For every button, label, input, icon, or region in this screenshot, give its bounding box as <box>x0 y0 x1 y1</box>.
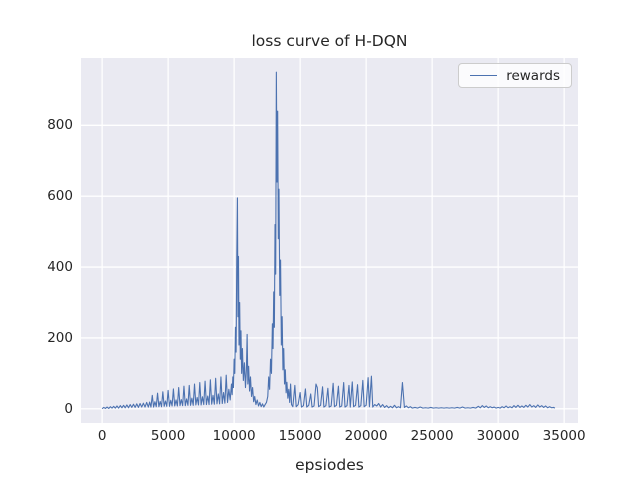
legend-label: rewards <box>506 67 560 84</box>
legend-line-sample <box>470 75 498 76</box>
legend: rewards <box>458 63 572 88</box>
x-tick-label: 5000 <box>150 428 186 444</box>
chart-title: loss curve of H-DQN <box>251 32 408 50</box>
x-tick-label: 30000 <box>476 428 520 444</box>
x-tick-label: 15000 <box>278 428 322 444</box>
y-tick-label: 800 <box>47 117 73 134</box>
plot-area: rewards <box>81 58 578 423</box>
x-tick-label: 20000 <box>344 428 388 444</box>
y-tick-label: 400 <box>47 259 73 276</box>
x-tick-label: 10000 <box>212 428 256 444</box>
rewards-line <box>101 71 556 410</box>
y-tick-label: 200 <box>47 329 73 346</box>
x-tick-label: 35000 <box>542 428 586 444</box>
y-tick-label: 600 <box>47 188 73 205</box>
x-axis-label: epsiodes <box>295 456 364 474</box>
y-tick-label: 0 <box>64 400 73 417</box>
x-tick-label: 25000 <box>410 428 454 444</box>
x-tick-label: 0 <box>97 428 107 444</box>
loss-curve-plot <box>81 58 578 423</box>
